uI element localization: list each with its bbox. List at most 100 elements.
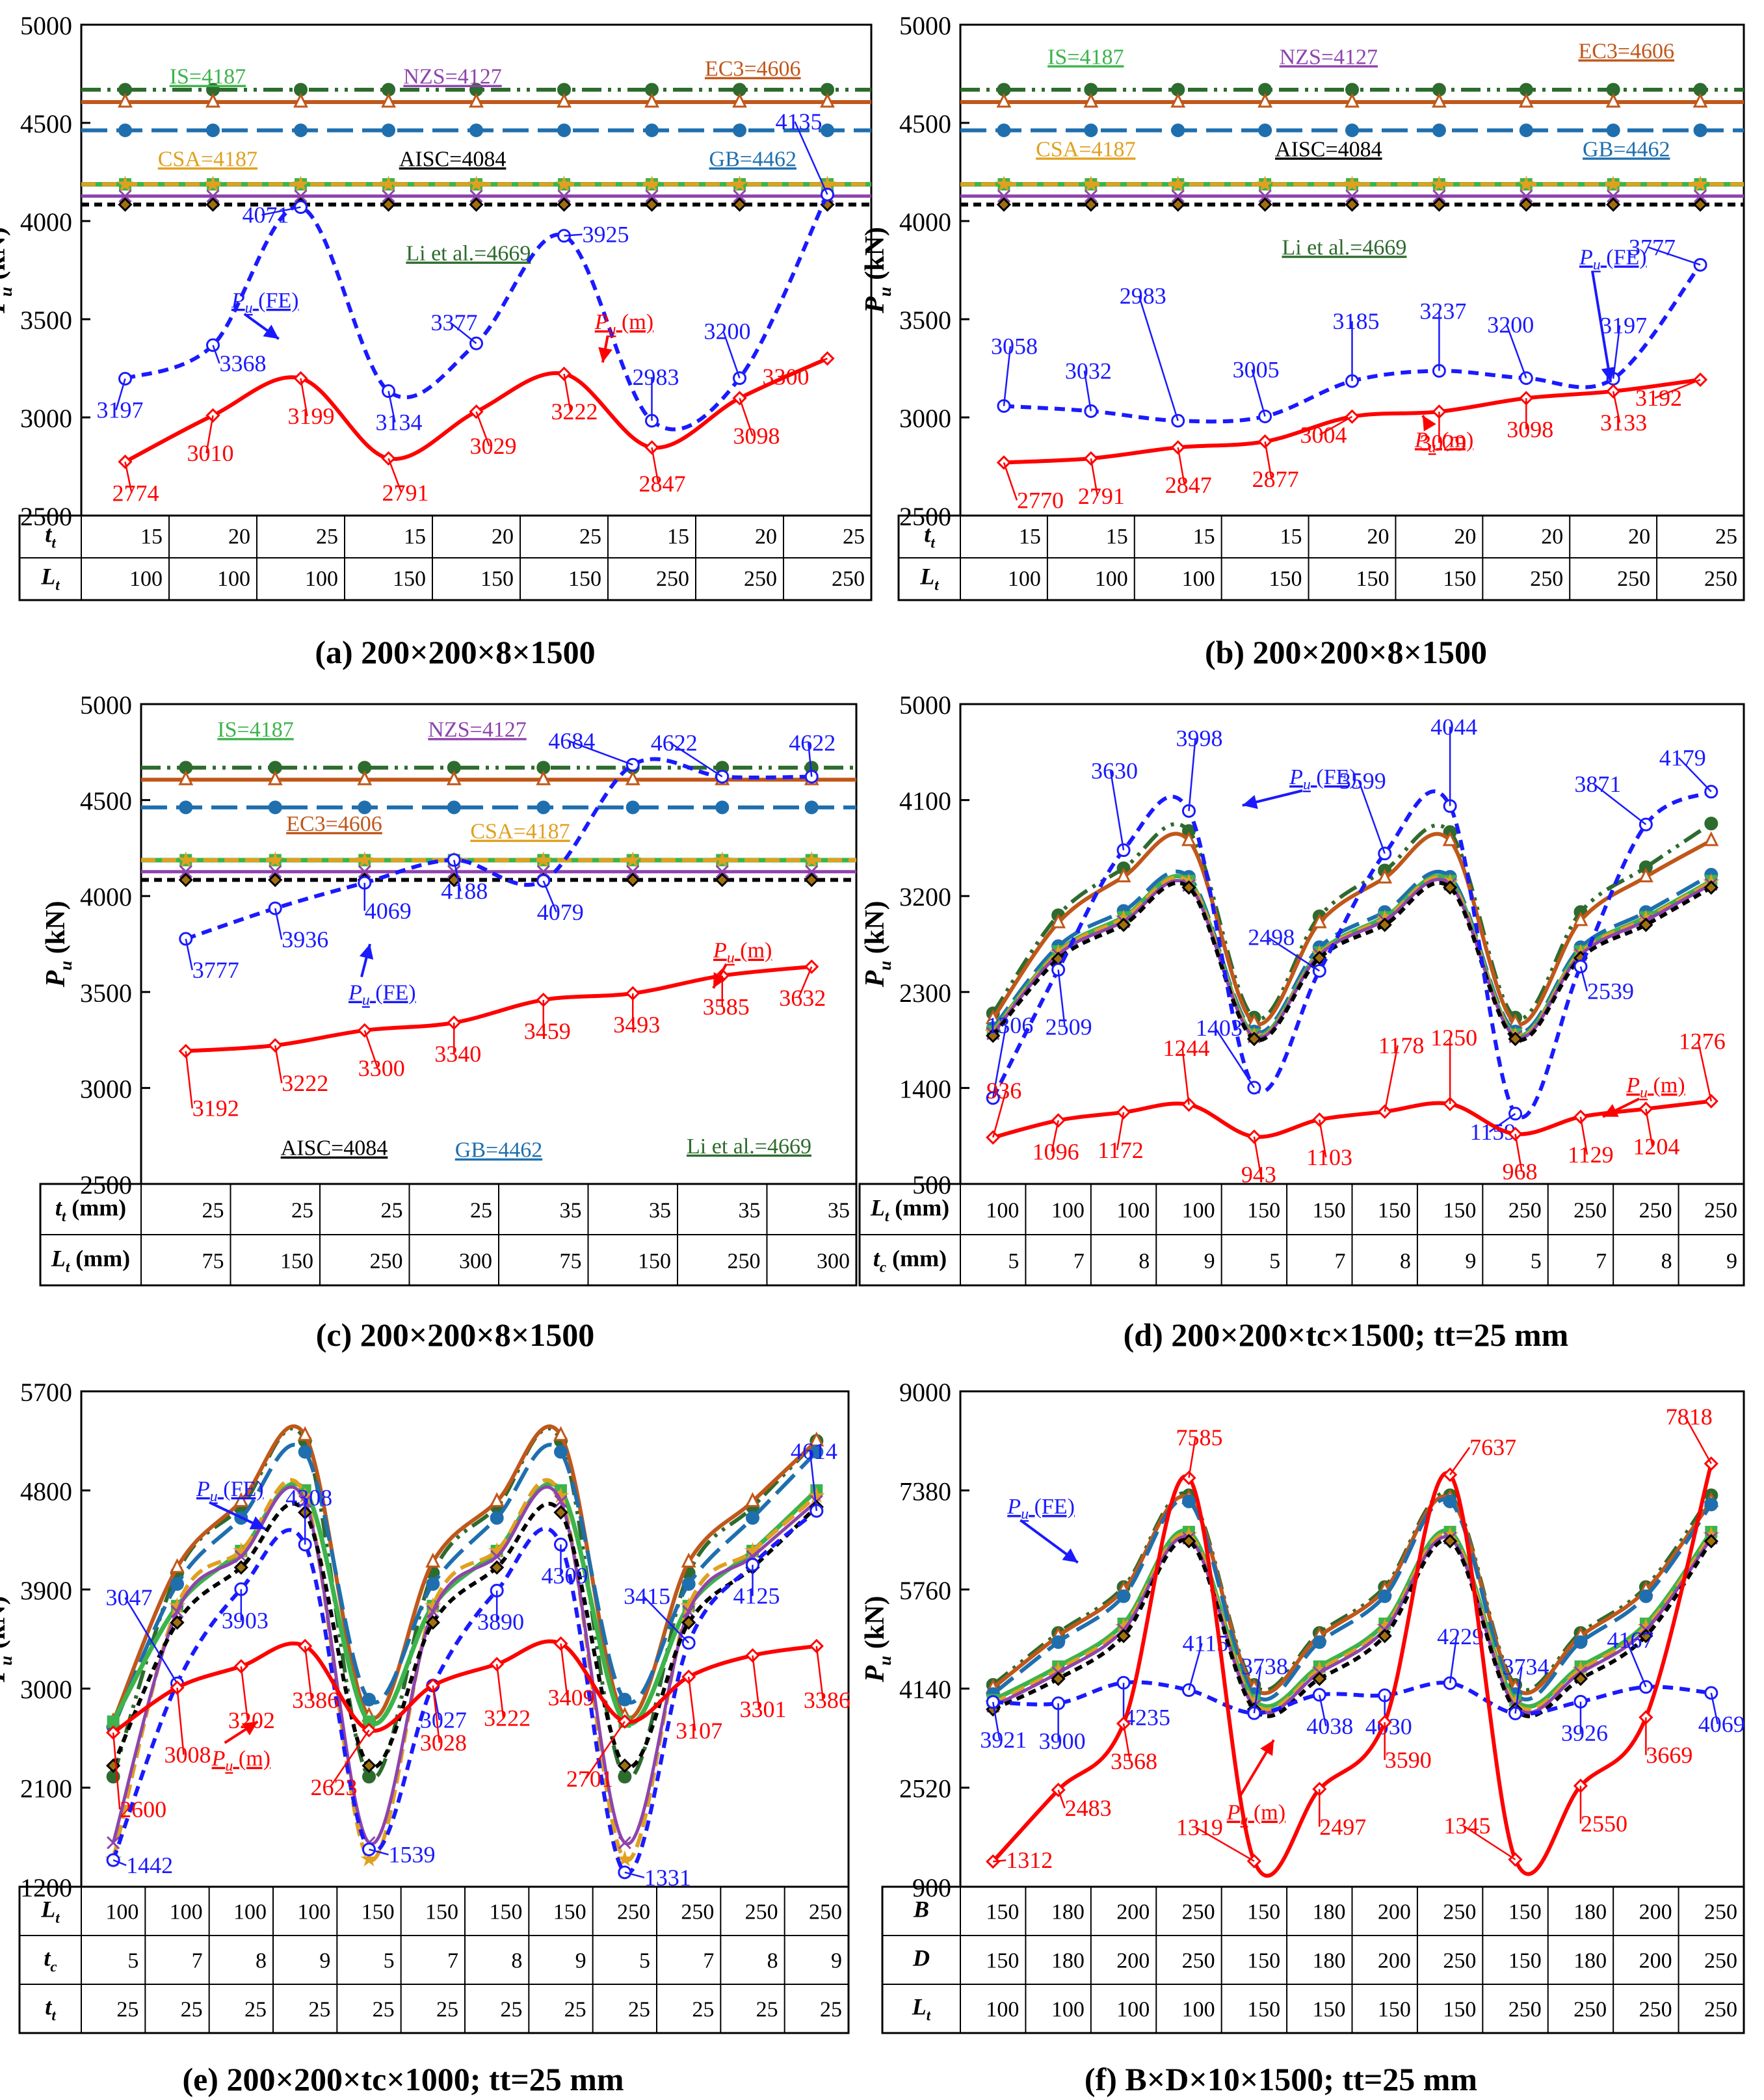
table-cell: 100 (105, 1900, 138, 1924)
table-cell: 150 (425, 1900, 458, 1924)
table-cell: 150 (1443, 1998, 1476, 2022)
marker-NZS (554, 1495, 568, 1508)
marker-GB (554, 1445, 568, 1459)
marker-Li (1704, 817, 1718, 831)
marker-NZS (645, 189, 659, 203)
marker-EC3 (170, 1558, 185, 1573)
data-label-leader (124, 461, 133, 493)
table-cell: 200 (1116, 1949, 1150, 1973)
code-label-Li: Li et al.=4669 (406, 241, 531, 265)
marker-GB (1704, 1497, 1718, 1512)
table-row-label: Lt (40, 1897, 60, 1926)
table-cell: 8 (767, 1949, 778, 1973)
marker-AISC (1639, 917, 1653, 932)
data-label-m: 3459 (524, 1018, 571, 1044)
marker-GB (1443, 1494, 1457, 1508)
data-label-leader (992, 1090, 1007, 1138)
table-cell: 15 (1193, 525, 1215, 549)
marker-EC3 (644, 92, 659, 108)
series-legend-m: Pu (m) (1414, 428, 1473, 456)
data-label-leader (449, 322, 477, 345)
marker-GB (358, 800, 372, 815)
table-cell: 150 (1378, 1998, 1411, 2022)
data-label-leader (1057, 969, 1066, 1027)
marker-AISC (425, 1615, 440, 1630)
data-label-FE: 3921 (980, 1727, 1027, 1753)
data-label-m: 2550 (1581, 1811, 1627, 1837)
marker-NZS (426, 1605, 440, 1618)
code-line-GB (992, 1497, 1713, 1701)
marker-GB (733, 123, 746, 137)
legend-arrow-m-head (241, 1722, 258, 1736)
data-label-leader (794, 121, 828, 195)
table-cell: 150 (1356, 567, 1389, 591)
marker-CSA (1430, 175, 1448, 192)
data-label-m: 1178 (1378, 1032, 1425, 1058)
marker-GB (645, 123, 659, 137)
table-row-label: tt (mm) (55, 1194, 126, 1224)
marker-AISC (118, 197, 133, 212)
marker-NZS (557, 189, 571, 203)
data-label-FE: 2509 (1046, 1014, 1092, 1040)
data-label-leader (808, 742, 813, 777)
marker-NZS (269, 865, 282, 878)
y-axis-title-text: Pu (kN) (860, 227, 895, 314)
table-cell: 7 (703, 1949, 714, 1973)
data-label-m: 3029 (1419, 430, 1466, 456)
data-label-leader (112, 1732, 121, 1810)
marker-GB (1171, 123, 1185, 137)
marker-GB (426, 1577, 440, 1591)
marker-CSA (616, 1850, 633, 1867)
series-line-FE (185, 757, 812, 941)
marker-GB (1378, 1589, 1392, 1603)
y-tick-label: 7380 (899, 1477, 951, 1506)
table-cell: 150 (1247, 1198, 1280, 1222)
table-cell: 250 (1704, 567, 1737, 591)
table-cell: 180 (1051, 1900, 1085, 1924)
data-label-leader (1122, 1723, 1131, 1762)
marker-AISC (804, 873, 819, 887)
marker-EC3 (1518, 92, 1534, 108)
data-label-leader (1384, 1045, 1399, 1112)
marker-AISC (1083, 197, 1098, 212)
table-row-label: Lt (mm) (51, 1245, 130, 1275)
marker-NZS (170, 1605, 184, 1618)
marker-AISC (1051, 1672, 1066, 1687)
panel-caption: (d) 200×200×tc×1500; tt=25 mm (1124, 1317, 1569, 1353)
data-label-FE: 3415 (624, 1583, 670, 1609)
code-label-AISC: AISC=4084 (1275, 137, 1382, 161)
marker-GB (206, 123, 220, 137)
table-cell: 20 (228, 525, 250, 549)
table-cell: 20 (492, 525, 514, 549)
marker-NZS (1171, 189, 1185, 203)
marker-EC3 (625, 770, 640, 785)
data-label-leader (1654, 378, 1701, 399)
table-cell: 8 (1139, 1249, 1150, 1273)
data-label-m: 2623 (311, 1774, 358, 1800)
data-label-m: 3632 (779, 985, 826, 1011)
table-cell: 100 (1008, 567, 1041, 591)
table-cell: 150 (553, 1900, 586, 1924)
y-tick-label: 4500 (20, 109, 72, 138)
code-label-EC3: EC3=4606 (1578, 39, 1674, 63)
marker-AISC (178, 873, 193, 887)
data-label-FE: 4069 (365, 898, 412, 924)
marker-AISC (170, 1615, 185, 1630)
y-tick-label: 4800 (20, 1477, 72, 1506)
table-cell: 20 (1367, 525, 1389, 549)
marker-AISC (268, 873, 283, 887)
data-label-FE: 3871 (1574, 771, 1621, 797)
data-label-leader (1710, 1692, 1719, 1725)
data-label-leader (542, 880, 557, 913)
data-label-FE: 2983 (1120, 283, 1166, 309)
data-label-FE: 4044 (1430, 714, 1477, 740)
marker-NZS (1084, 189, 1098, 203)
table-cell: 250 (1443, 1949, 1476, 1973)
y-tick-label: 5000 (80, 690, 132, 720)
marker-GB (1573, 1635, 1588, 1649)
table-row-label: Lt (919, 563, 939, 593)
y-tick-label: 3000 (899, 404, 951, 433)
code-label-GB: GB=4462 (1583, 137, 1670, 161)
